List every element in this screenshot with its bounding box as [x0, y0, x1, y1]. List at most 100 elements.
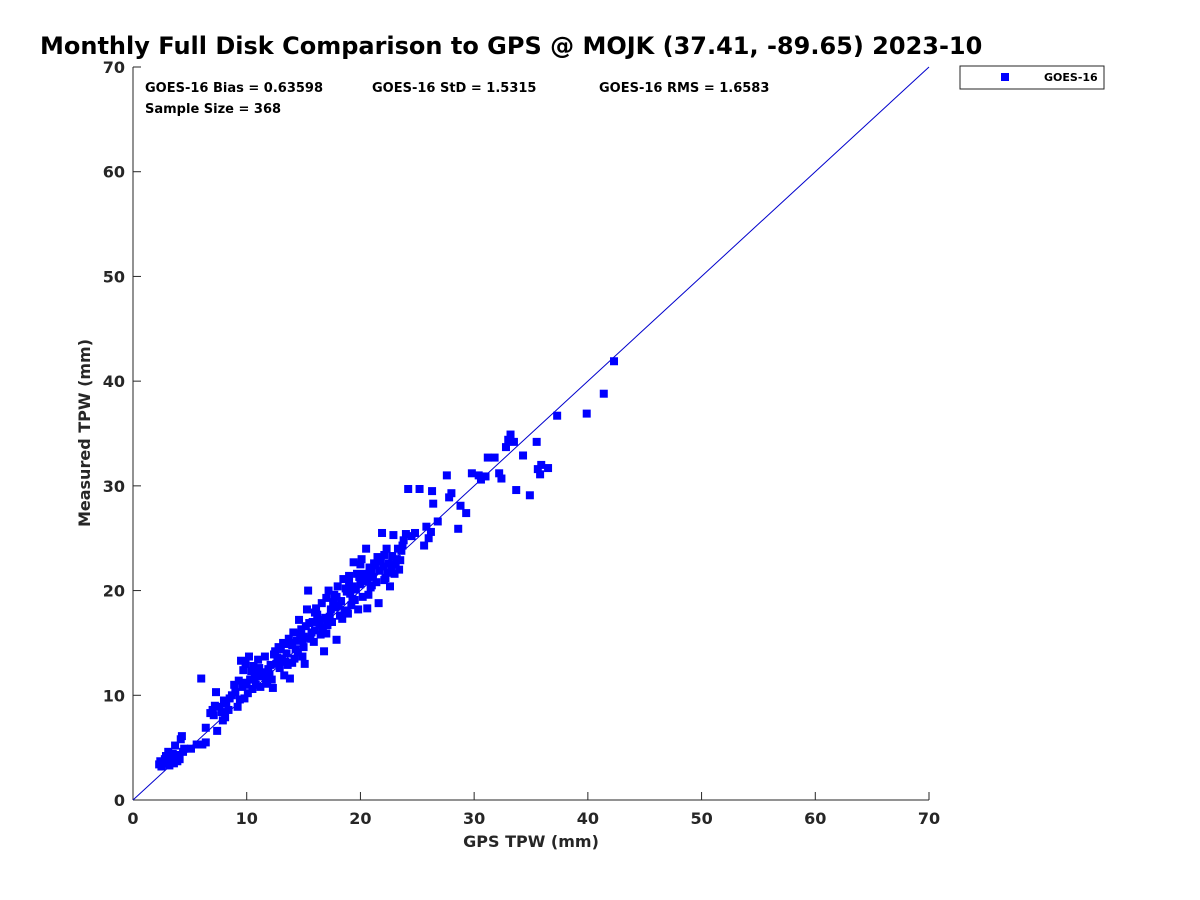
data-point [275, 657, 284, 666]
data-point [373, 553, 382, 562]
x-tick-label: 0 [127, 809, 138, 828]
data-point [428, 487, 437, 496]
data-point [380, 550, 389, 559]
data-point [212, 688, 221, 697]
data-point [252, 669, 261, 678]
data-point [401, 530, 410, 539]
data-point [230, 680, 239, 689]
data-point [321, 613, 330, 622]
data-point [314, 615, 323, 624]
data-point [348, 594, 357, 603]
data-point [389, 531, 398, 540]
data-point [411, 528, 420, 537]
data-point [512, 486, 521, 495]
data-point [266, 660, 275, 669]
data-point [324, 586, 333, 595]
data-point [322, 629, 331, 638]
data-point [276, 645, 285, 654]
data-point [241, 659, 250, 668]
x-tick-label: 10 [236, 809, 258, 828]
data-point [509, 437, 518, 446]
data-point [315, 620, 324, 629]
data-point [501, 443, 510, 452]
data-point [235, 695, 244, 704]
data-point [283, 639, 292, 648]
data-point [398, 541, 407, 550]
data-point [385, 582, 394, 591]
data-point [250, 674, 259, 683]
data-point [246, 675, 255, 684]
data-point [341, 584, 350, 593]
y-tick-label: 30 [103, 477, 125, 496]
data-point [332, 592, 341, 601]
data-point [222, 699, 231, 708]
data-point [379, 562, 388, 571]
data-point [338, 614, 347, 623]
data-point [310, 608, 319, 617]
data-point [296, 629, 305, 638]
legend: GOES-16 [959, 65, 1105, 90]
data-point [474, 471, 483, 480]
data-point [504, 435, 513, 444]
data-point [395, 565, 404, 574]
data-point [225, 694, 234, 703]
data-point [429, 499, 438, 508]
data-point [215, 702, 224, 711]
data-point [442, 471, 451, 480]
data-point [240, 678, 249, 687]
data-point [326, 605, 335, 614]
data-point [532, 437, 541, 446]
y-tick-label: 20 [103, 582, 125, 601]
x-axis-label: GPS TPW (mm) [463, 832, 599, 851]
y-tick-label: 50 [103, 267, 125, 286]
data-point [424, 534, 433, 543]
x-tick-label: 70 [918, 809, 940, 828]
data-point [376, 557, 385, 566]
data-point [279, 638, 288, 647]
data-point [536, 470, 545, 479]
rms-stat: GOES-16 RMS = 1.6583 [599, 81, 769, 96]
data-point [239, 666, 248, 675]
plot-area: 0 10 20 30 40 50 60 70 0 10 20 30 40 50 60 70 [103, 58, 940, 828]
data-point [347, 601, 356, 610]
data-point [233, 702, 242, 711]
legend-marker [1001, 73, 1009, 81]
data-point [368, 572, 377, 581]
data-point [553, 411, 562, 420]
bias-stat: GOES-16 Bias = 0.63598 [145, 81, 323, 96]
data-point [371, 561, 380, 570]
data-point [197, 674, 206, 683]
data-point [192, 740, 201, 749]
data-point [495, 469, 504, 478]
data-point [186, 744, 195, 753]
data-point [374, 599, 383, 608]
data-point [454, 524, 463, 533]
data-point [290, 654, 299, 663]
data-point [161, 752, 170, 761]
data-point [325, 612, 334, 621]
data-point [610, 357, 619, 366]
chart-title: Monthly Full Disk Comparison to GPS @ MO… [40, 32, 982, 60]
data-point [168, 749, 177, 758]
data-point [270, 650, 279, 659]
data-point [281, 657, 290, 666]
y-axis-label: Measured TPW (mm) [75, 339, 94, 527]
data-point [355, 572, 364, 581]
data-point [356, 560, 365, 569]
data-point [519, 451, 528, 460]
data-point [462, 509, 471, 518]
data-point [497, 474, 506, 483]
data-point [213, 726, 222, 735]
data-point [363, 604, 372, 613]
data-point [309, 637, 318, 646]
data-point [358, 592, 367, 601]
data-point [285, 674, 294, 683]
data-point [175, 755, 184, 764]
data-point [396, 556, 405, 565]
data-point [244, 652, 253, 661]
data-point [221, 713, 230, 722]
x-tick-label: 60 [804, 809, 826, 828]
data-point [157, 762, 166, 771]
data-point [367, 581, 376, 590]
